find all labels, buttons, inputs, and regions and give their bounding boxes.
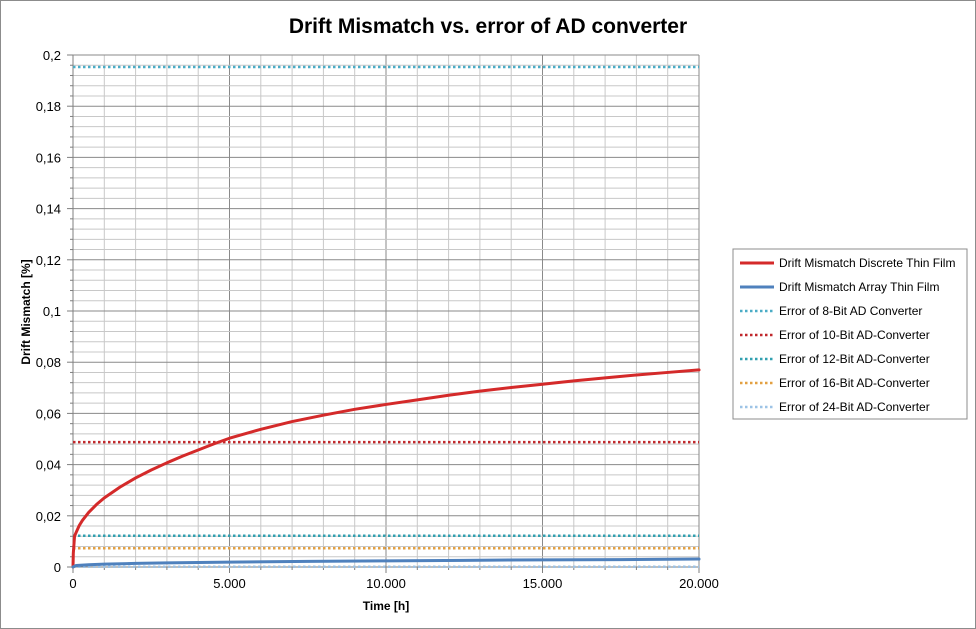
y-tick-label: 0,14 — [36, 202, 61, 217]
legend-label-4: Error of 12-Bit AD-Converter — [779, 352, 930, 366]
x-tick-label: 10.000 — [366, 576, 406, 591]
x-tick-label: 5.000 — [213, 576, 246, 591]
grid — [73, 54, 700, 567]
legend-label-2: Error of 8-Bit AD Converter — [779, 304, 922, 318]
x-tick-label: 15.000 — [523, 576, 563, 591]
legend-items: Drift Mismatch Discrete Thin Film Drift M… — [740, 256, 955, 414]
y-axis-label: Drift Mismatch [%] — [19, 259, 33, 364]
y-tick-label: 0,2 — [43, 48, 61, 63]
y-tick-label: 0,12 — [36, 253, 61, 268]
x-tick-label: 0 — [69, 576, 76, 591]
y-axis-tick-labels: 0 0,02 0,04 0,06 0,08 0,1 0,12 0,14 0,16 0,18 0,2 — [36, 48, 61, 575]
chart-title: Drift Mismatch vs. error of AD converter — [289, 15, 687, 38]
y-tick-label: 0,18 — [36, 99, 61, 114]
legend: Drift Mismatch Discrete Thin Film Drift M… — [732, 248, 968, 420]
y-tick-label: 0,02 — [36, 509, 61, 524]
y-tick-label: 0 — [54, 560, 61, 575]
x-axis-label: Time [h] — [363, 599, 409, 613]
x-axis-tick-labels: 0 5.000 10.000 15.000 20.000 — [69, 576, 719, 591]
series-line-0 — [71, 368, 701, 569]
legend-label-3: Error of 10-Bit AD-Converter — [779, 328, 930, 342]
y-tick-label: 0,16 — [36, 150, 61, 165]
y-tick-label: 0,08 — [36, 355, 61, 370]
y-tick-label: 0,04 — [36, 458, 61, 473]
y-tick-label: 0,06 — [36, 406, 61, 421]
legend-label-6: Error of 24-Bit AD-Converter — [779, 400, 930, 414]
legend-label-5: Error of 16-Bit AD-Converter — [779, 376, 930, 390]
legend-label-1: Drift Mismatch Array Thin Film — [779, 280, 939, 294]
x-tick-label: 20.000 — [679, 576, 719, 591]
plot-series — [71, 65, 701, 569]
y-tick-label: 0,1 — [43, 304, 61, 319]
series-line-1 — [71, 557, 701, 569]
legend-label-0: Drift Mismatch Discrete Thin Film — [779, 256, 955, 270]
